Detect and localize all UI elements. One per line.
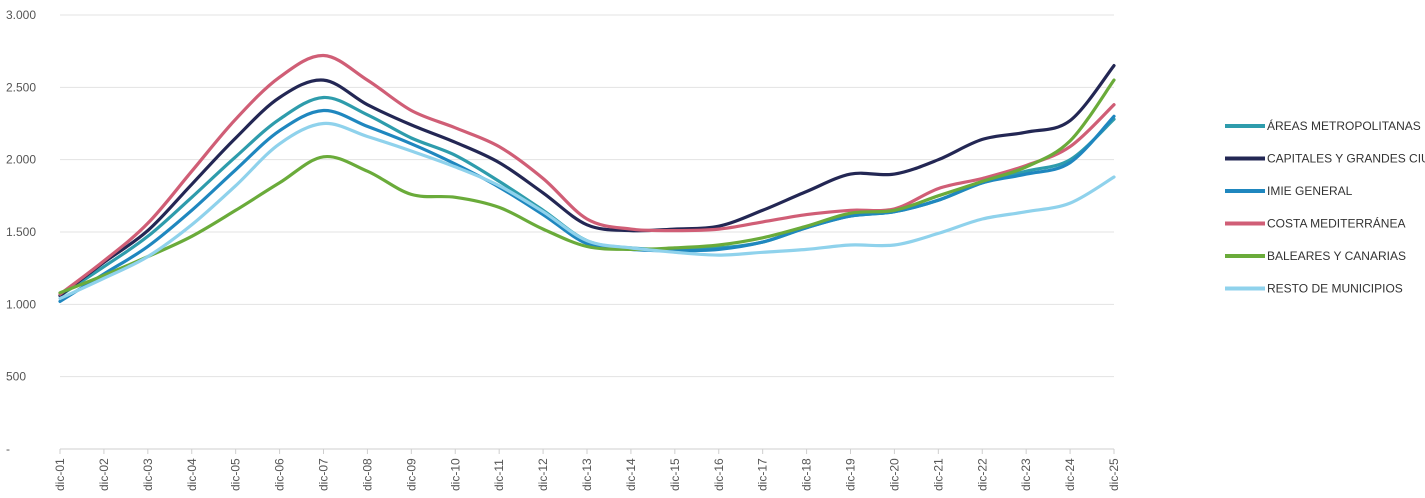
gridlines xyxy=(60,14,1114,450)
series-line-4 xyxy=(58,53,1116,296)
x-tick-label: dic-05 xyxy=(229,458,243,491)
x-tick-label: dic-06 xyxy=(273,458,287,491)
y-tick-label: 2.000 xyxy=(6,153,36,167)
x-tick-label: dic-19 xyxy=(844,458,858,491)
x-tick-label: dic-07 xyxy=(317,458,331,491)
x-tick-label: dic-25 xyxy=(1107,458,1121,491)
y-tick-label: 1.000 xyxy=(6,297,36,311)
series-lines xyxy=(58,53,1116,303)
legend-item: COSTA MEDITERRÁNEA xyxy=(1225,216,1405,231)
series-line-6 xyxy=(58,121,1116,301)
legend-item: RESTO DE MUNICIPIOS xyxy=(1225,282,1403,296)
legend-item: ÁREAS METROPOLITANAS xyxy=(1225,118,1421,133)
y-tick-label: 3.000 xyxy=(6,8,36,22)
x-tick-label: dic-20 xyxy=(887,458,901,491)
series-line-5 xyxy=(58,78,1116,295)
x-tick-label: dic-10 xyxy=(448,458,462,491)
x-tick-label: dic-21 xyxy=(931,458,945,491)
legend-item: BALEARES Y CANARIAS xyxy=(1225,249,1406,263)
x-tick-label: dic-01 xyxy=(53,458,67,491)
series-line-2 xyxy=(58,63,1116,298)
x-tick-label: dic-14 xyxy=(624,458,638,491)
y-axis-ticks: - 500 1.000 1.500 2.000 2.500 3.000 xyxy=(6,8,36,456)
x-tick-label: dic-08 xyxy=(360,458,374,491)
x-tick-label: dic-02 xyxy=(97,458,111,491)
legend-label: IMIE GENERAL xyxy=(1267,184,1353,198)
legend-label: BALEARES Y CANARIAS xyxy=(1267,249,1406,263)
y-tick-label: - xyxy=(6,442,10,456)
legend-label: CAPITALES Y GRANDES CIUDADES xyxy=(1267,152,1425,166)
x-tick-label: dic-16 xyxy=(712,458,726,491)
legend-label: ÁREAS METROPOLITANAS xyxy=(1267,118,1421,133)
x-axis-ticks: dic-01 dic-02 dic-03 dic-04 dic-05 dic-06 dic-… xyxy=(53,449,1121,491)
legend: ÁREAS METROPOLITANAS CAPITALES Y GRANDES … xyxy=(1225,118,1425,296)
series-line-1 xyxy=(58,95,1116,298)
x-tick-label: dic-11 xyxy=(492,459,506,491)
x-tick-label: dic-09 xyxy=(404,458,418,491)
x-tick-label: dic-04 xyxy=(185,458,199,491)
series-line-3 xyxy=(58,108,1116,303)
x-tick-label: dic-23 xyxy=(1019,458,1033,491)
legend-label: COSTA MEDITERRÁNEA xyxy=(1267,216,1405,231)
y-tick-label: 2.500 xyxy=(6,80,36,94)
x-tick-label: dic-03 xyxy=(141,458,155,491)
legend-label: RESTO DE MUNICIPIOS xyxy=(1267,282,1403,296)
x-tick-label: dic-18 xyxy=(800,458,814,491)
legend-item: IMIE GENERAL xyxy=(1225,184,1353,198)
x-tick-label: dic-13 xyxy=(580,458,594,491)
x-tick-label: dic-17 xyxy=(756,458,770,491)
y-tick-label: 500 xyxy=(6,370,26,384)
legend-item: CAPITALES Y GRANDES CIUDADES xyxy=(1225,152,1425,166)
y-tick-label: 1.500 xyxy=(6,225,36,239)
x-tick-label: dic-15 xyxy=(668,458,682,491)
x-tick-label: dic-12 xyxy=(536,458,550,491)
x-tick-label: dic-22 xyxy=(975,458,989,491)
x-tick-label: dic-24 xyxy=(1063,458,1077,491)
